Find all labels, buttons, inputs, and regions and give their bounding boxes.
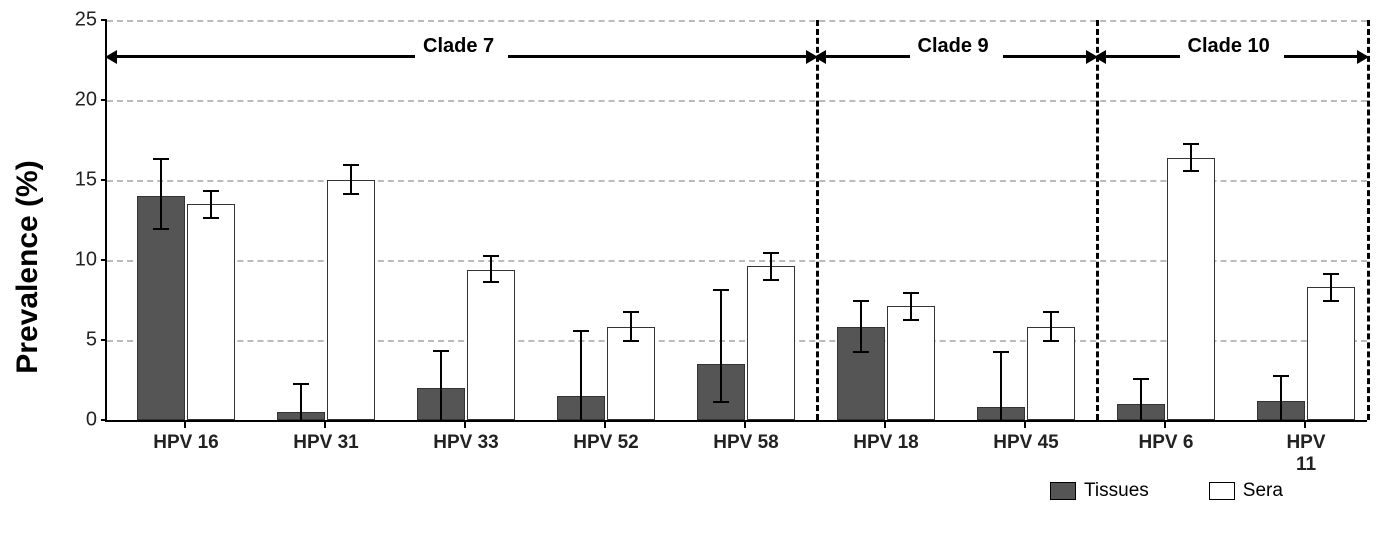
x-tick-label: HPV 52 (573, 420, 638, 454)
x-tick-label: HPV 11 (1276, 420, 1337, 476)
x-tick-label: HPV 18 (853, 420, 918, 454)
legend-label: Tissues (1084, 480, 1149, 502)
plot-area: 0510152025HPV 16HPV 31HPV 33HPV 52HPV 58… (105, 20, 1367, 422)
legend-label: Sera (1243, 480, 1283, 502)
clade-divider (1096, 20, 1099, 420)
legend-swatch (1209, 482, 1235, 500)
x-tick-label: HPV 58 (713, 420, 778, 454)
clade-divider (1367, 20, 1370, 420)
bar-sera (747, 266, 795, 420)
legend-item-tissues: Tissues (1050, 480, 1149, 502)
bar-sera (887, 306, 935, 420)
x-tick-label: HPV 33 (433, 420, 498, 454)
bar-sera (1167, 158, 1215, 420)
bar-sera (1307, 287, 1355, 420)
bar-sera (467, 270, 515, 420)
x-tick-label: HPV 45 (993, 420, 1058, 454)
x-tick-label: HPV 16 (153, 420, 218, 454)
legend-item-sera: Sera (1209, 480, 1283, 502)
x-tick-label: HPV 6 (1139, 420, 1194, 454)
bar-sera (327, 180, 375, 420)
clade-divider (816, 20, 819, 420)
clade-label: Clade 10 (1188, 35, 1270, 58)
legend-swatch (1050, 482, 1076, 500)
clade-label: Clade 7 (423, 35, 494, 58)
prevalence-chart: Prevalence (%) 0510152025HPV 16HPV 31HPV… (0, 0, 1395, 533)
grid-line (107, 100, 1367, 102)
x-tick-label: HPV 31 (293, 420, 358, 454)
legend: Tissues Sera (1050, 480, 1283, 502)
grid-line (107, 20, 1367, 22)
bar-sera (187, 204, 235, 420)
clade-label: Clade 9 (918, 35, 989, 58)
y-axis-label: Prevalence (%) (11, 160, 45, 373)
